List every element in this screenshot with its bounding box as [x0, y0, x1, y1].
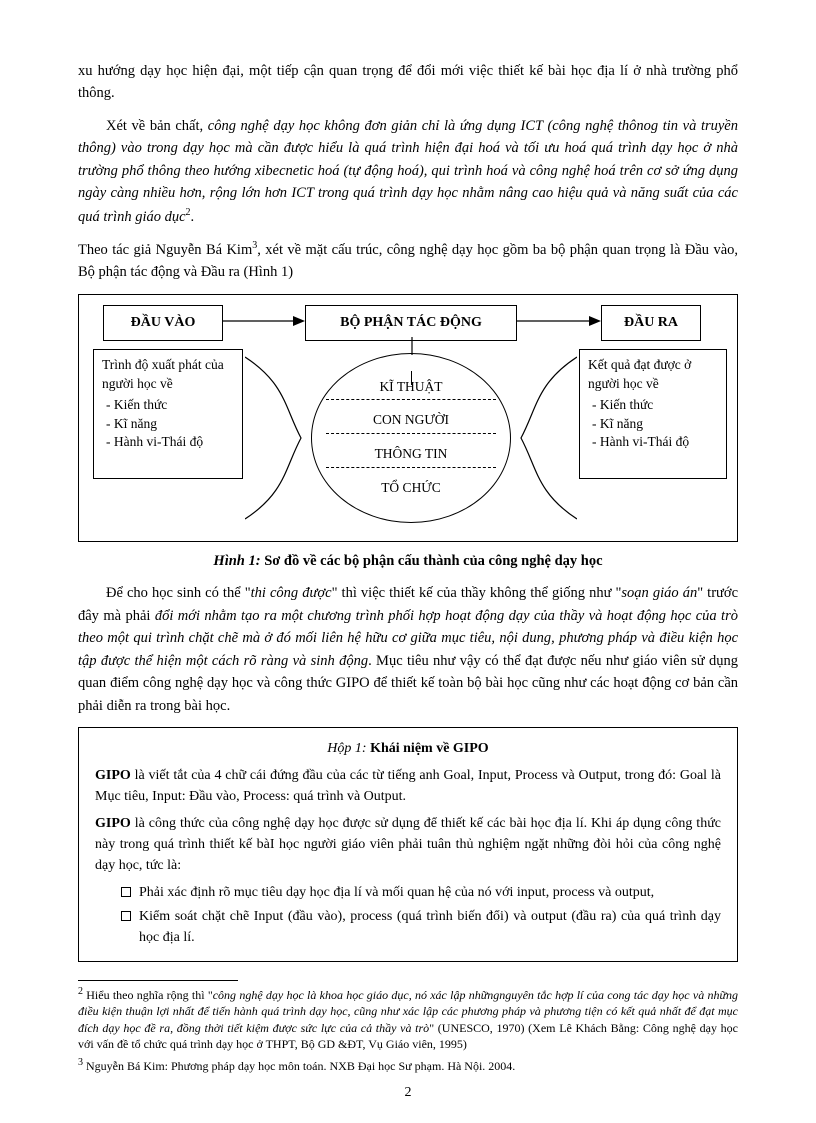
footnotes: 2 Hiểu theo nghĩa rộng thì "công nghệ dạ…: [78, 985, 738, 1074]
arrow-in-to-process: [223, 313, 305, 329]
gipo-term: GIPO: [95, 816, 131, 831]
figure-caption-text: Sơ đồ về các bộ phận cấu thành của công …: [264, 553, 602, 569]
hop-list-item: Kiểm soát chặt chẽ Input (đầu vào), proc…: [121, 906, 721, 948]
process-ellipse: KĨ THUẬT CON NGƯỜI THÔNG TIN TỔ CHỨC: [311, 353, 511, 523]
hop-list: Phải xác định rõ mục tiêu dạy học địa lí…: [95, 882, 721, 948]
intro-paragraph-2: Xét về bản chất, công nghệ dạy học không…: [78, 115, 738, 228]
arrow-process-to-out: [517, 313, 601, 329]
paragraph-4: Để cho học sinh có thể "thi công được" t…: [78, 582, 738, 717]
input-body-box: Trình độ xuất phát của người học về Kiến…: [93, 349, 243, 479]
figure-1-caption: Hình 1: Sơ đồ về các bộ phận cấu thành c…: [78, 550, 738, 572]
page-number: 2: [78, 1082, 738, 1104]
text: Để cho học sinh có thể ": [106, 585, 251, 601]
text: Theo tác giả Nguyễn Bá Kim: [78, 242, 252, 258]
footnote-3: 3 Nguyễn Bá Kim: Phương pháp dạy học môn…: [78, 1056, 738, 1074]
output-item: Kiến thức: [592, 396, 718, 415]
output-title-box: ĐẦU RA: [601, 305, 701, 341]
connector-mid-to-ellipse: [407, 337, 417, 355]
output-body-text: Kết quả đạt được ở người học về: [588, 357, 691, 391]
hop-title: Hộp 1: Khái niệm về GIPO: [95, 738, 721, 759]
hop-paragraph-1: GIPO là viết tắt của 4 chữ cái đứng đầu …: [95, 765, 721, 807]
hop-title-text: Khái niệm về GIPO: [370, 741, 489, 756]
ellipse-row: TỔ CHỨC: [381, 480, 441, 495]
hop-1-box: Hộp 1: Khái niệm về GIPO GIPO là viết tắ…: [78, 727, 738, 962]
input-title-box: ĐẦU VÀO: [103, 305, 223, 341]
intro-paragraph-1: xu hướng dạy học hiện đại, một tiếp cận …: [78, 60, 738, 105]
hop-label: Hộp 1:: [327, 741, 366, 756]
text: Nguyễn Bá Kim: Phương pháp dạy học môn t…: [83, 1059, 515, 1073]
input-item: Hành vi-Thái độ: [106, 433, 234, 452]
ellipse-row: THÔNG TIN: [375, 446, 448, 461]
hop-list-item: Phải xác định rõ mục tiêu dạy học địa lí…: [121, 882, 721, 903]
input-item: Kĩ năng: [106, 415, 234, 434]
emphasis: thi công được: [251, 585, 332, 601]
output-item: Hành vi-Thái độ: [592, 433, 718, 452]
text: .: [191, 209, 195, 225]
left-flow-curve: [245, 353, 305, 523]
text: Hiểu theo nghĩa rộng thì ": [83, 988, 213, 1002]
output-body-box: Kết quả đạt được ở người học về Kiến thứ…: [579, 349, 727, 479]
input-body-text: Trình độ xuất phát của người học về: [102, 357, 224, 391]
figure-1-diagram: ĐẦU VÀO Trình độ xuất phát của người học…: [78, 294, 738, 542]
footnote-2: 2 Hiểu theo nghĩa rộng thì "công nghệ dạ…: [78, 985, 738, 1052]
ellipse-row: CON NGƯỜI: [373, 412, 449, 427]
intro-paragraph-3: Theo tác giả Nguyễn Bá Kim3, xét về mặt …: [78, 238, 738, 284]
process-title-box: BỘ PHẬN TÁC ĐỘNG: [305, 305, 517, 341]
input-item: Kiến thức: [106, 396, 234, 415]
figure-label: Hình 1:: [213, 553, 260, 569]
right-flow-curve: [517, 353, 577, 523]
text: Xét về bản chất,: [106, 118, 208, 134]
emphasis: soạn giáo án: [621, 585, 697, 601]
output-item: Kĩ năng: [592, 415, 718, 434]
text: là viết tắt của 4 chữ cái đứng đầu của c…: [95, 768, 721, 804]
text: là công thức của công nghệ dạy học được …: [95, 816, 721, 873]
footnote-separator: [78, 980, 238, 981]
gipo-term: GIPO: [95, 768, 131, 783]
text: " thì việc thiết kế của thầy không thể g…: [332, 585, 622, 601]
hop-paragraph-2: GIPO là công thức của công nghệ dạy học …: [95, 813, 721, 876]
